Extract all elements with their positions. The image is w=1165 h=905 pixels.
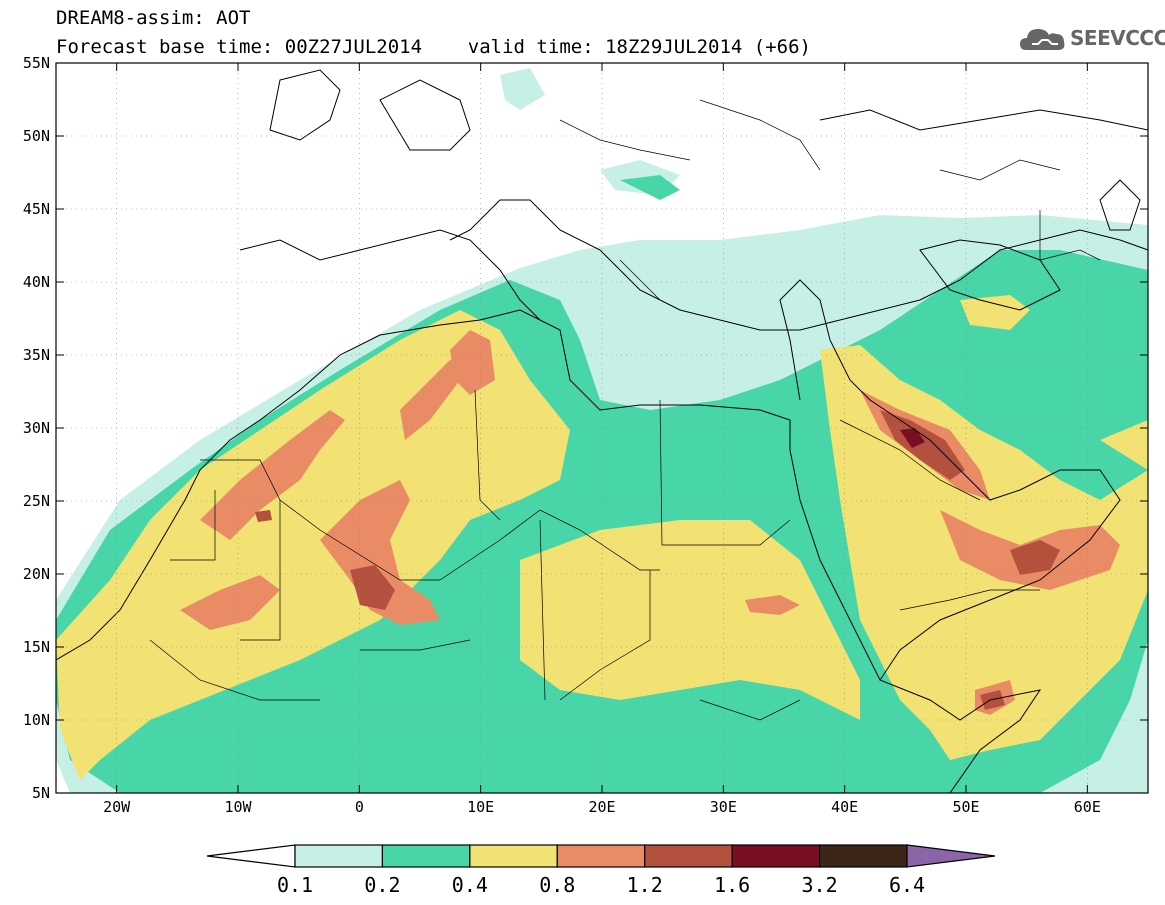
lat-label: 20N: [23, 565, 50, 583]
lon-label: 20W: [103, 798, 131, 816]
lat-label: 15N: [23, 638, 50, 656]
colorbar-level-label: 6.4: [889, 873, 925, 897]
graticule: [56, 63, 1148, 793]
logo-text: SEEVCCC: [1070, 26, 1165, 50]
colorbar-low-extension: [206, 844, 296, 868]
lat-label: 40N: [23, 273, 50, 291]
country-borders: [149, 99, 1101, 721]
cloud-icon: [1020, 29, 1065, 50]
colorbar-swatch: [294, 844, 384, 868]
lat-label: 30N: [23, 419, 50, 437]
lon-label: 0: [355, 798, 364, 816]
latitude-labels: 55N 50N 45N 40N 35N 30N 25N 20N 15N 10N 5N: [23, 54, 50, 802]
colorbar-level-label: 0.4: [452, 873, 488, 897]
colorbar-level-label: 1.2: [627, 873, 663, 897]
colorbar-level-label: 0.8: [539, 873, 575, 897]
lat-label: 35N: [23, 346, 50, 364]
lat-label: 5N: [32, 784, 50, 802]
seevccc-logo: SEEVCCC: [1018, 22, 1165, 58]
aot-field: [56, 68, 1148, 793]
colorbar-swatch: [469, 844, 558, 868]
lat-label: 25N: [23, 492, 50, 510]
lat-label: 10N: [23, 711, 50, 729]
colorbar-level-label: 1.6: [714, 873, 750, 897]
lon-label: 20E: [588, 798, 615, 816]
colorbar-high-extension: [906, 844, 996, 868]
axis-ticks: [56, 62, 1148, 794]
lon-label: 60E: [1074, 798, 1101, 816]
colorbar-swatch: [644, 844, 733, 868]
forecast-time-subtitle: Forecast base time: 00Z27JUL2014 valid t…: [56, 36, 811, 58]
colorbar-swatch: [818, 844, 908, 868]
map-title: DREAM8-assim: AOT: [56, 7, 251, 29]
aot-band-1.2-1.6: [255, 410, 1060, 710]
colorbar-swatch: [556, 844, 646, 868]
colorbar-level-label: 0.1: [277, 873, 313, 897]
colorbar-level-label: 0.2: [364, 873, 400, 897]
aot-band-1.6-3.2: [900, 428, 925, 448]
lon-label: 10W: [224, 798, 252, 816]
colorbar-swatch: [731, 844, 821, 868]
lon-label: 10E: [467, 798, 494, 816]
lon-label: 40E: [831, 798, 858, 816]
colorbar: 0.1 0.2 0.4 0.8 1.2 1.6 3.2 6.4: [206, 844, 996, 897]
longitude-labels: 20W 10W 0 10E 20E 30E 40E 50E 60E: [103, 798, 1101, 816]
lon-label: 50E: [952, 798, 979, 816]
colorbar-level-label: 3.2: [802, 873, 838, 897]
lat-label: 45N: [23, 200, 50, 218]
lat-label: 55N: [23, 54, 50, 72]
lat-label: 50N: [23, 127, 50, 145]
lon-label: 30E: [710, 798, 737, 816]
colorbar-swatch: [381, 844, 471, 868]
